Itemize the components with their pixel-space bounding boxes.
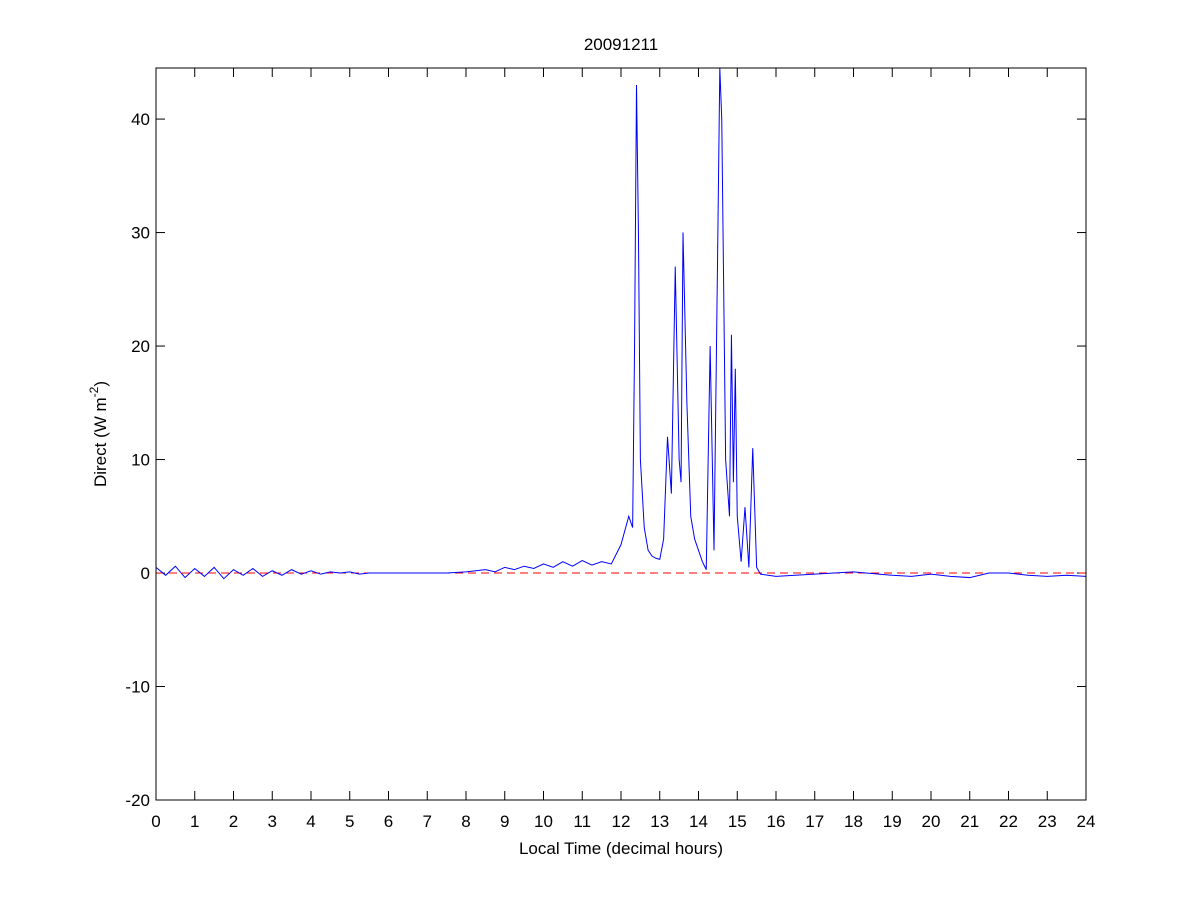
x-tick-label: 20 — [922, 812, 941, 831]
y-tick-label: 0 — [141, 564, 150, 583]
x-tick-label: 24 — [1077, 812, 1096, 831]
x-tick-label: 7 — [423, 812, 432, 831]
x-tick-label: 8 — [461, 812, 470, 831]
x-tick-label: 17 — [805, 812, 824, 831]
y-label-main: Direct (W m — [91, 397, 110, 487]
x-tick-label: 9 — [500, 812, 509, 831]
data-line — [156, 68, 1086, 580]
y-tick-label: -20 — [125, 791, 150, 810]
x-tick-label: 18 — [844, 812, 863, 831]
x-tick-label: 23 — [1038, 812, 1057, 831]
y-tick-label: 30 — [131, 224, 150, 243]
x-tick-label: 14 — [689, 812, 708, 831]
y-tick-label: 10 — [131, 451, 150, 470]
x-tick-label: 2 — [229, 812, 238, 831]
x-axis-label: Local Time (decimal hours) — [519, 839, 723, 858]
x-tick-label: 22 — [999, 812, 1018, 831]
y-tick-label: 40 — [131, 110, 150, 129]
y-tick-label: -10 — [125, 678, 150, 697]
x-tick-label: 6 — [384, 812, 393, 831]
x-tick-label: 10 — [534, 812, 553, 831]
x-tick-label: 12 — [612, 812, 631, 831]
x-tick-label: 4 — [306, 812, 315, 831]
axes-box — [155, 67, 1087, 801]
chart-title: 20091211 — [584, 35, 658, 54]
x-tick-label: 11 — [573, 812, 591, 831]
y-tick-label: 20 — [131, 337, 150, 356]
x-tick-label: 21 — [960, 812, 979, 831]
y-axis-label: Direct (W m-2) — [87, 381, 110, 487]
x-tick-label: 5 — [345, 812, 354, 831]
x-tick-label: 19 — [883, 812, 902, 831]
x-tick-label: 1 — [190, 812, 199, 831]
x-tick-label: 13 — [650, 812, 669, 831]
x-tick-label: 3 — [268, 812, 277, 831]
y-label-end: ) — [91, 381, 110, 387]
y-label-sup: -2 — [87, 386, 101, 397]
x-tick-label: 15 — [728, 812, 747, 831]
x-tick-label: 16 — [767, 812, 786, 831]
x-tick-label: 0 — [151, 812, 160, 831]
